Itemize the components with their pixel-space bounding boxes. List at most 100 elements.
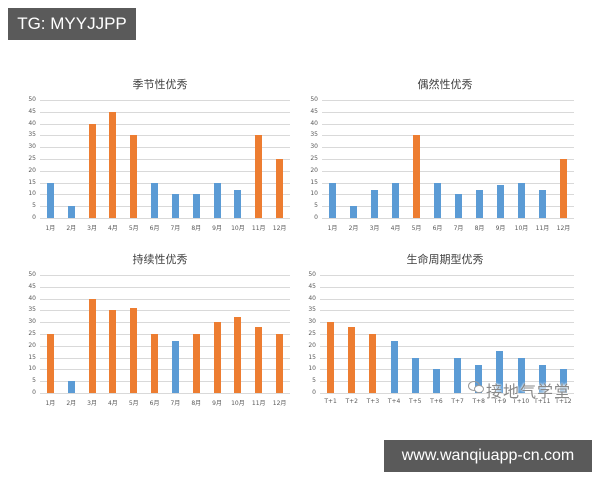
x-tick-label: 12月	[556, 225, 571, 232]
x-tick-label: T+1	[324, 398, 337, 405]
chart-title: 偶然性优秀	[417, 78, 473, 91]
y-tick-label: 35	[28, 306, 36, 314]
gridline	[40, 147, 290, 149]
x-tick-label: 11月	[251, 400, 266, 407]
x-tick-label: 2月	[66, 400, 77, 407]
bar	[46, 182, 54, 218]
bar	[276, 159, 284, 218]
gridline	[40, 345, 290, 347]
gridline	[322, 123, 574, 125]
bar	[392, 182, 399, 218]
gridline	[40, 286, 290, 288]
x-tick-label: 11月	[251, 225, 266, 232]
bar	[371, 189, 378, 218]
bar	[434, 182, 441, 218]
gridline	[320, 334, 574, 335]
x-tick-label: T+4	[387, 398, 401, 405]
x-tick-label: 3月	[369, 225, 380, 232]
gridline	[320, 393, 574, 394]
x-tick-label: 8月	[474, 225, 485, 232]
y-tick-label: 10	[310, 190, 318, 198]
y-tick-label: 0	[312, 389, 316, 396]
bar	[234, 189, 242, 218]
gridline	[40, 357, 290, 359]
plot-area	[320, 275, 574, 394]
y-tick-label: 45	[28, 282, 36, 290]
x-tick-label: 10月	[231, 225, 245, 232]
x-tick-label: T+7	[451, 398, 464, 405]
gridline	[40, 123, 290, 125]
gridline	[40, 334, 290, 335]
y-tick-label: 20	[310, 166, 318, 174]
y-tick-label: 50	[308, 271, 316, 278]
y-tick-label: 30	[310, 143, 318, 151]
y-tick-label: 15	[28, 353, 36, 361]
bar	[327, 322, 335, 393]
top-banner: TG: MYYJJPP	[8, 8, 136, 40]
x-tick-label: 9月	[212, 400, 222, 407]
y-tick-label: 50	[310, 96, 318, 103]
chart-title: 季节性优秀	[132, 78, 188, 91]
plot-area	[40, 100, 290, 219]
bottom-banner: www.wanqiuapp-cn.com	[384, 440, 592, 472]
bar	[497, 184, 504, 218]
x-tick-label: 12月	[272, 225, 287, 232]
gridline	[320, 310, 574, 312]
y-tick-label: 5	[32, 202, 36, 210]
bar	[192, 334, 200, 393]
gridline	[320, 357, 574, 359]
y-tick-label: 10	[28, 190, 36, 198]
bar	[432, 369, 440, 393]
gridline	[40, 393, 290, 394]
y-tick-label: 5	[312, 377, 316, 385]
gridline	[40, 322, 290, 324]
gridline	[40, 135, 290, 137]
y-tick-label: 45	[308, 282, 316, 290]
bar	[390, 341, 398, 393]
x-tick-label: T+8	[472, 398, 485, 405]
bar	[559, 369, 567, 393]
gridline	[322, 218, 574, 219]
x-tick-label: 4月	[107, 400, 118, 407]
y-tick-label: 10	[308, 365, 316, 373]
bar	[329, 182, 336, 218]
y-tick-label: 45	[28, 107, 36, 115]
gridline	[40, 275, 290, 276]
x-tick-label: 6月	[149, 225, 160, 232]
y-tick-label: 40	[28, 119, 36, 127]
y-tick-label: 40	[28, 294, 36, 302]
plot-area	[40, 275, 290, 394]
gridline	[40, 298, 290, 300]
bar	[350, 206, 357, 218]
bar	[171, 194, 179, 218]
y-tick-label: 30	[28, 318, 36, 326]
gridline	[40, 182, 290, 184]
bar	[109, 310, 117, 393]
bar	[67, 206, 75, 218]
bar	[539, 189, 546, 218]
x-tick-label: 7月	[453, 225, 464, 232]
y-tick-label: 5	[32, 377, 36, 385]
x-tick-label: 7月	[170, 225, 181, 232]
gridline	[40, 100, 290, 101]
bar	[276, 334, 284, 393]
y-tick-label: 50	[28, 96, 36, 103]
bar	[234, 317, 242, 393]
chart-sustained: 持续性优秀 0 5 10 15 20 25 30 35 40 45 50 1月 2月 3月 4月 5月 6月 7月…	[20, 247, 300, 417]
x-tick-label: 3月	[87, 225, 97, 232]
x-tick-label: 6月	[149, 400, 160, 407]
bar	[455, 194, 462, 218]
bar	[171, 341, 179, 393]
x-tick-label: 8月	[191, 225, 202, 232]
x-tick-label: 10月	[231, 400, 245, 407]
bar	[151, 334, 159, 393]
gridline	[40, 170, 290, 172]
gridline	[322, 194, 574, 196]
gridline	[320, 369, 574, 371]
chart-title: 持续性优秀	[132, 253, 188, 266]
bar	[88, 298, 96, 393]
gridline	[40, 381, 290, 383]
x-tick-label: 2月	[66, 225, 77, 232]
gridline	[320, 298, 574, 300]
gridline	[320, 381, 574, 383]
